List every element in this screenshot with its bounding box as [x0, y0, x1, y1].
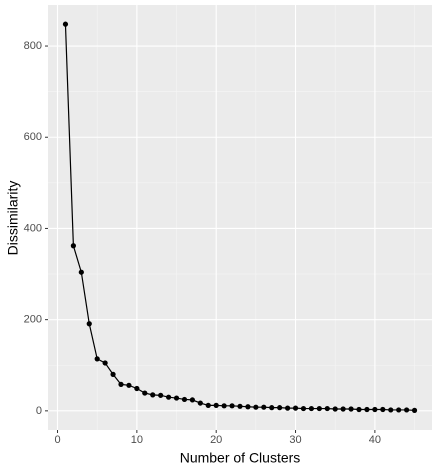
point	[269, 405, 275, 411]
point	[102, 360, 108, 366]
point	[340, 406, 346, 412]
point	[411, 407, 418, 413]
point	[277, 405, 283, 411]
point	[213, 402, 219, 408]
point	[158, 392, 164, 398]
x-tick-label: 20	[210, 434, 222, 446]
point	[94, 356, 100, 362]
point	[142, 390, 148, 396]
x-tick-label: 30	[289, 434, 301, 446]
y-tick-label: 200	[24, 314, 42, 326]
point	[372, 406, 378, 413]
point	[229, 403, 235, 409]
point	[150, 392, 156, 398]
point	[245, 404, 251, 410]
point	[348, 406, 354, 412]
panel	[48, 5, 432, 430]
point	[332, 406, 338, 412]
x-tick-label: 10	[131, 434, 143, 446]
point	[173, 395, 180, 401]
point	[197, 400, 203, 406]
point	[308, 405, 315, 412]
point	[364, 406, 370, 413]
point	[316, 405, 322, 412]
point	[253, 404, 259, 410]
x-axis-title: Number of Clusters	[180, 450, 301, 466]
point	[78, 269, 84, 275]
x-tick-label: 40	[369, 434, 381, 446]
point	[324, 405, 330, 412]
point	[396, 407, 402, 413]
x-tick-label: 0	[54, 434, 60, 446]
y-tick-label: 600	[24, 131, 42, 143]
point	[261, 404, 267, 410]
y-axis-title: Dissimilarity	[5, 181, 21, 256]
point	[86, 321, 92, 327]
point	[165, 394, 172, 400]
point	[181, 396, 188, 403]
y-tick-label: 400	[24, 222, 42, 234]
point	[221, 403, 227, 409]
point	[110, 371, 116, 377]
point	[205, 402, 211, 408]
y-tick-label: 800	[24, 40, 42, 52]
point	[189, 397, 195, 403]
point	[285, 405, 291, 411]
point	[118, 381, 124, 387]
point	[70, 243, 76, 249]
point	[62, 21, 69, 27]
point	[237, 403, 243, 409]
y-tick-label: 0	[36, 405, 42, 417]
point	[134, 385, 140, 392]
point	[300, 405, 307, 412]
point	[404, 407, 410, 413]
point	[380, 406, 386, 413]
point	[126, 382, 132, 388]
point	[356, 406, 362, 413]
point	[388, 407, 394, 413]
point	[292, 405, 299, 411]
